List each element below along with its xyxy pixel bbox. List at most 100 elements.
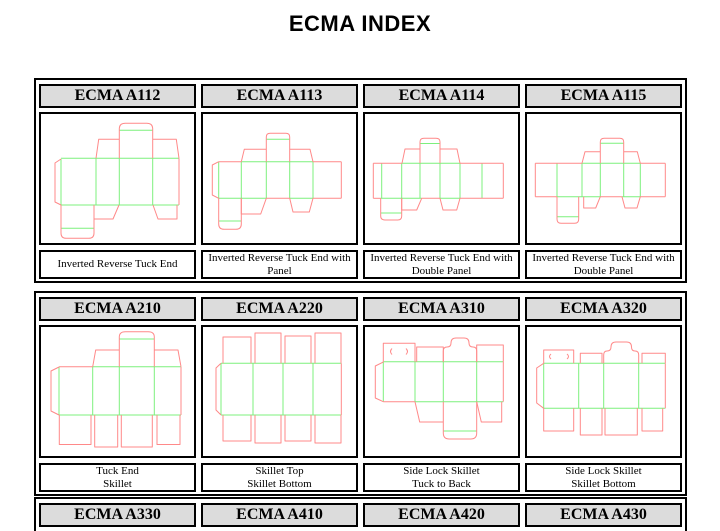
cut-line: [374, 361, 384, 403]
ecma-code-header: ECMA A113: [201, 84, 358, 108]
dieline-diagram-box: [39, 112, 196, 245]
ecma-code-label: ECMA A114: [398, 87, 485, 104]
cut-line: [603, 341, 640, 364]
cut-line: [556, 196, 580, 224]
cut-line: [222, 415, 252, 442]
cut-line: [314, 415, 342, 444]
ecma-code-header: ECMA A420: [363, 503, 520, 527]
dieline-diagram-box: [363, 325, 520, 458]
style-caption: Skillet Top Skillet Bottom: [201, 463, 358, 492]
cut-line: [543, 349, 575, 364]
index-row-group-1: ECMA A112 Inverted Reverse Tuck End ECMA…: [34, 78, 687, 283]
ecma-code-header: ECMA A430: [525, 503, 682, 527]
cut-line: [382, 342, 416, 362]
cut-line: [566, 353, 569, 360]
cut-line: [390, 348, 393, 355]
cut-line: [60, 205, 95, 239]
ecma-code-label: ECMA A430: [560, 506, 647, 523]
ecma-cell: ECMA A113 Inverted Reverse Tuck End with…: [201, 84, 358, 279]
cut-line: [543, 408, 575, 432]
ecma-code-label: ECMA A210: [74, 300, 161, 317]
dieline-drawing: [211, 132, 342, 230]
style-caption: Side Lock Skillet Tuck to Back: [363, 463, 520, 492]
ecma-cell: ECMA A112 Inverted Reverse Tuck End: [39, 84, 196, 279]
ecma-code-header: ECMA A410: [201, 503, 358, 527]
cut-line: [442, 337, 478, 362]
index-row-group-3: ECMA A330 ECMA A410 ECMA A420 ECMA A430: [34, 497, 687, 531]
cut-line: [93, 204, 120, 220]
ecma-code-header: ECMA A310: [363, 297, 520, 321]
ecma-code-label: ECMA A410: [236, 506, 323, 523]
ecma-cell: ECMA A410: [201, 503, 358, 531]
cut-line: [240, 198, 267, 215]
ecma-cell: ECMA A320 Side Lock Skillet Skillet Bott…: [525, 297, 682, 492]
ecma-cell: ECMA A220 Skillet Top Skillet Bottom: [201, 297, 358, 492]
dieline-diagram-box: [201, 325, 358, 458]
style-caption: Side Lock Skillet Skillet Bottom: [525, 463, 682, 492]
ecma-cell: ECMA A114 Inverted Reverse Tuck End with…: [363, 84, 520, 279]
cut-line: [94, 415, 119, 448]
cut-line: [120, 415, 153, 448]
ecma-cell: ECMA A420: [363, 503, 520, 531]
ecma-code-label: ECMA A115: [560, 87, 647, 104]
cut-line: [579, 408, 603, 436]
dieline-drawing: [374, 337, 504, 440]
ecma-code-label: ECMA A220: [236, 300, 323, 317]
cut-line: [284, 335, 312, 364]
cut-line: [405, 348, 408, 355]
ecma-cell: ECMA A310 Side Lock Skillet Tuck to Back: [363, 297, 520, 492]
ecma-cell: ECMA A330: [39, 503, 196, 531]
cut-line: [50, 366, 60, 416]
cut-line: [314, 332, 342, 364]
cut-line: [583, 196, 601, 209]
cut-line: [439, 198, 461, 211]
cut-line: [95, 138, 120, 159]
cut-line: [621, 196, 641, 209]
cut-line: [380, 198, 403, 221]
cut-line: [579, 352, 603, 364]
cut-line: [599, 137, 625, 164]
cut-line: [623, 151, 641, 164]
cut-line: [218, 198, 242, 230]
ecma-code-header: ECMA A112: [39, 84, 196, 108]
ecma-code-label: ECMA A112: [74, 87, 161, 104]
ecma-code-header: ECMA A210: [39, 297, 196, 321]
cut-line: [152, 138, 180, 159]
cut-line: [265, 132, 291, 162]
dieline-drawing: [372, 137, 504, 221]
cut-line: [442, 401, 478, 440]
ecma-code-label: ECMA A330: [74, 506, 161, 523]
style-caption: Inverted Reverse Tuck End with Double Pa…: [363, 250, 520, 279]
cut-line: [211, 161, 219, 199]
style-caption: Inverted Reverse Tuck End: [39, 250, 196, 279]
ecma-code-label: ECMA A320: [560, 300, 647, 317]
cut-line: [152, 204, 178, 220]
dieline-diagram-box: [201, 112, 358, 245]
dieline-diagram-box: [363, 112, 520, 245]
cut-line: [54, 158, 62, 206]
cut-line: [641, 352, 666, 364]
cut-line: [215, 362, 222, 416]
dieline-diagram-box: [525, 112, 682, 245]
cut-line: [156, 415, 181, 445]
cut-line: [416, 346, 444, 362]
cut-line: [118, 122, 154, 159]
dieline-drawing: [536, 341, 666, 436]
cut-line: [154, 349, 182, 367]
dieline-drawing: [534, 137, 666, 224]
cut-line: [641, 408, 664, 432]
style-caption: Tuck End Skillet: [39, 463, 196, 492]
dieline-diagram-box: [39, 325, 196, 458]
index-row-group-2: ECMA A210 Tuck End Skillet ECMA A220 Ski…: [34, 291, 687, 496]
cut-line: [254, 332, 282, 364]
cut-line: [414, 401, 444, 423]
cut-line: [118, 331, 155, 367]
ecma-code-header: ECMA A320: [525, 297, 682, 321]
cut-line: [289, 198, 314, 213]
cut-line: [284, 415, 312, 442]
dieline-drawing: [54, 122, 180, 239]
cut-line: [604, 408, 638, 436]
cut-line: [401, 148, 420, 164]
cut-line: [222, 336, 252, 364]
cut-line: [254, 415, 282, 444]
